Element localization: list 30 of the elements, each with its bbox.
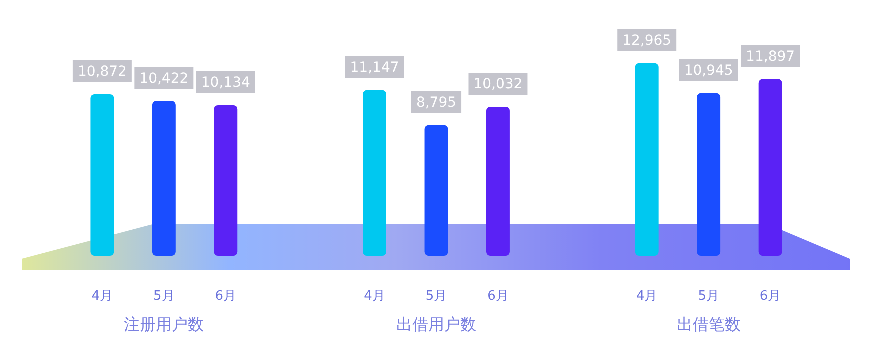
text: 5月 <box>154 288 175 304</box>
bar <box>635 63 659 256</box>
text: 6月 <box>215 288 237 304</box>
bar <box>758 79 782 256</box>
data-label: 10,134 <box>201 75 250 92</box>
text: 4月 <box>92 288 114 304</box>
text: 5月 <box>698 288 720 304</box>
x-tick-label: 注册用户数 <box>124 315 204 334</box>
bar <box>424 125 448 256</box>
bar <box>152 101 176 256</box>
data-label: 11,147 <box>350 60 400 76</box>
data-label: 11,897 <box>746 48 796 65</box>
data-label: 10,422 <box>140 70 189 87</box>
bar <box>697 93 721 256</box>
text: 4月 <box>636 288 658 304</box>
data-label: 10,945 <box>684 63 734 80</box>
text: 6月 <box>488 288 509 304</box>
x-tick-label: 出借笔数 <box>676 315 741 334</box>
x-tick-label: 出借用户数 <box>396 315 476 334</box>
bar <box>486 106 510 256</box>
data-label: 10,032 <box>474 76 523 93</box>
text: 4月 <box>364 288 386 304</box>
data-label: 10,872 <box>78 64 127 80</box>
bar <box>363 90 386 256</box>
text: 6月 <box>760 288 782 304</box>
bar <box>214 105 238 256</box>
bar <box>90 94 114 256</box>
data-label: 12,965 <box>622 33 672 50</box>
data-label: 8,795 <box>416 94 457 111</box>
text: 5月 <box>426 288 448 304</box>
